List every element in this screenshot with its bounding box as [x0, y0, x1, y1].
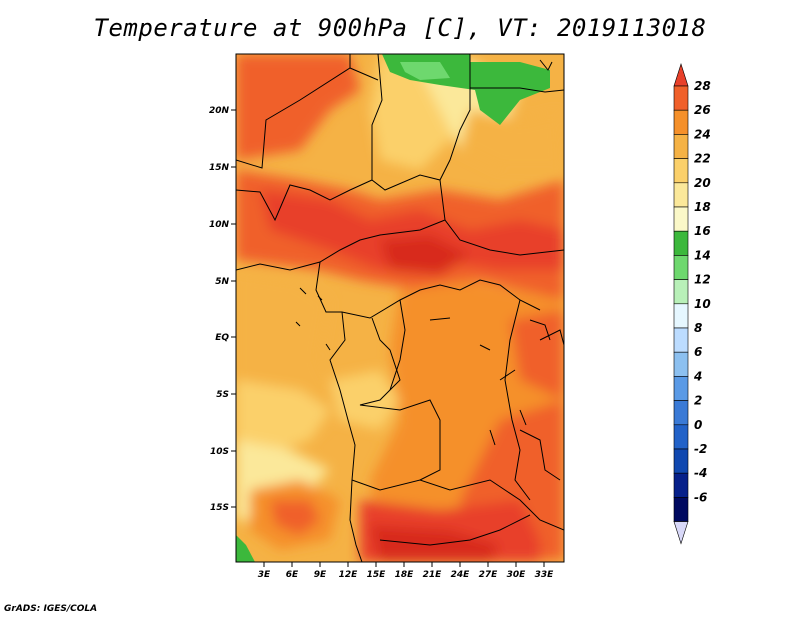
longitude-axis: 3E 6E 9E 12E 15E 18E 21E 24E 27E 30E 33E	[258, 562, 554, 580]
lon-tick-label: 18E	[395, 570, 415, 580]
legend-arrow-bottom	[673, 521, 689, 545]
lat-tick-label: EQ	[215, 333, 229, 343]
latitude-axis: 20N 15N 10N 5N EQ 5S 10S 15S	[209, 106, 236, 513]
legend-swatch	[673, 327, 689, 353]
legend-swatch	[673, 303, 689, 329]
temperature-field	[236, 54, 564, 562]
legend-label: 14	[694, 248, 711, 262]
lon-tick-label: 9E	[314, 570, 327, 580]
legend-label: -2	[694, 442, 707, 456]
lat-tick-label: 20N	[209, 106, 230, 116]
legend-swatch	[673, 400, 689, 426]
legend-label: 22	[694, 152, 711, 166]
legend-label: 20	[694, 176, 711, 190]
legend-label: 0	[694, 418, 702, 432]
lon-tick-label: 3E	[258, 570, 271, 580]
legend-label: 12	[694, 273, 711, 287]
grads-credit: GrADS: IGES/COLA	[4, 604, 98, 614]
country-borders	[236, 54, 564, 562]
legend-label: 6	[694, 345, 702, 359]
legend-label: 18	[694, 200, 711, 214]
legend-swatch	[673, 279, 689, 305]
legend-label: 8	[694, 321, 702, 335]
legend-label: -4	[694, 466, 707, 480]
lat-tick-label: 5S	[216, 390, 229, 400]
lat-tick-label: 5N	[215, 277, 229, 287]
lat-tick-label: 15N	[209, 163, 230, 173]
legend-label: 10	[694, 297, 711, 311]
legend-swatch	[673, 206, 689, 232]
legend-label: 2	[694, 394, 702, 408]
legend-swatch	[673, 424, 689, 450]
legend-swatch	[673, 109, 689, 135]
legend-label: 24	[694, 127, 711, 141]
legend-label: -6	[694, 490, 707, 504]
lon-tick-label: 6E	[286, 570, 299, 580]
lat-tick-label: 15S	[210, 503, 229, 513]
map-frame	[235, 53, 565, 563]
lat-tick-label: 10N	[209, 220, 230, 230]
legend-label: 28	[694, 79, 711, 93]
lon-tick-label: 33E	[535, 570, 555, 580]
legend-arrow-top	[673, 63, 689, 87]
legend-swatch	[673, 134, 689, 159]
legend-swatch	[673, 255, 689, 280]
legend-swatch	[673, 85, 689, 111]
legend-swatch	[673, 472, 689, 498]
lon-tick-label: 21E	[423, 570, 443, 580]
legend-swatch	[673, 376, 689, 401]
legend-label: 4	[693, 369, 702, 383]
lon-tick-label: 15E	[367, 570, 387, 580]
lon-tick-label: 30E	[507, 570, 527, 580]
legend-swatch	[673, 497, 689, 522]
lon-tick-label: 27E	[479, 570, 499, 580]
legend-swatch	[673, 182, 689, 208]
lat-tick-label: 10S	[210, 447, 229, 457]
legend-swatch	[673, 448, 689, 474]
legend-swatch	[673, 230, 689, 256]
map-title: Temperature at 900hPa [C], VT: 201911301…	[93, 14, 707, 42]
lon-tick-label: 12E	[339, 570, 359, 580]
legend-swatch	[673, 351, 689, 377]
legend-swatch	[673, 158, 689, 184]
legend-label: 16	[694, 224, 711, 238]
legend-label: 26	[694, 103, 711, 117]
lon-tick-label: 24E	[451, 570, 471, 580]
